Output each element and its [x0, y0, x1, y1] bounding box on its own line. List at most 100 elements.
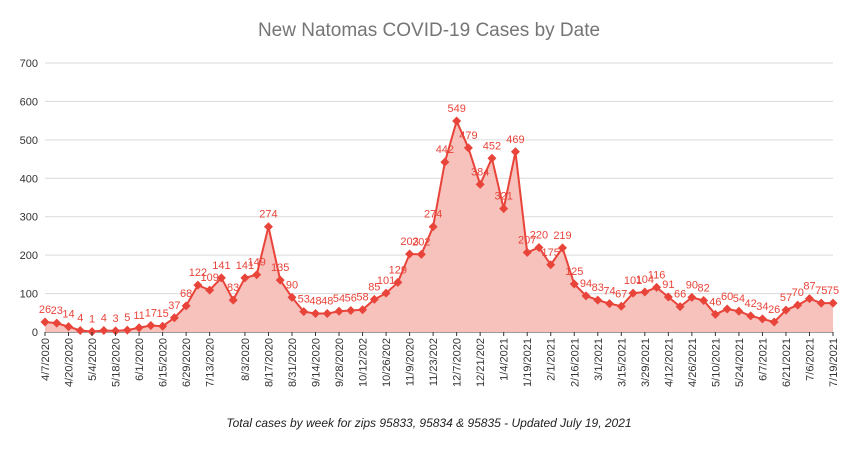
data-label: 104: [636, 274, 654, 286]
data-label: 469: [506, 134, 524, 146]
data-label: 109: [200, 272, 218, 284]
y-tick-label: 300: [20, 212, 38, 224]
data-point: [158, 321, 168, 331]
x-tick-label: 5/24/2021: [734, 338, 746, 387]
data-label: 125: [565, 266, 583, 278]
x-tick-label: 12/7/2020: [452, 338, 464, 387]
data-label: 46: [709, 296, 721, 308]
area-fill: [45, 121, 833, 332]
x-tick-label: 3/15/2021: [616, 338, 628, 387]
data-point: [781, 305, 791, 315]
data-point: [40, 317, 50, 327]
data-point: [557, 243, 567, 253]
data-label: 17: [145, 307, 157, 319]
x-tick-label: 9/14/2020: [311, 338, 323, 387]
data-point: [122, 325, 132, 335]
data-label: 141: [236, 260, 254, 272]
data-label: 85: [368, 281, 380, 293]
data-label: 11: [133, 310, 144, 322]
data-point: [146, 320, 156, 330]
data-point: [804, 294, 814, 304]
data-label: 68: [180, 288, 192, 300]
data-label: 42: [745, 298, 757, 310]
data-point: [816, 298, 826, 308]
data-label: 129: [389, 264, 407, 276]
data-point: [75, 325, 85, 335]
data-point: [416, 249, 426, 259]
data-label: 90: [286, 279, 298, 291]
data-point: [675, 302, 685, 312]
data-point: [52, 318, 62, 328]
data-point: [205, 285, 215, 295]
x-tick-label: 7/19/2021: [828, 338, 840, 387]
chart-caption: Total cases by week for zips 95833, 9583…: [226, 416, 632, 430]
data-point: [663, 292, 673, 302]
x-tick-label: 3/1/2021: [593, 338, 605, 381]
x-tick-label: 4/7/2020: [40, 338, 52, 381]
data-label: 274: [259, 209, 277, 221]
data-label: 91: [662, 279, 674, 291]
data-point: [193, 280, 203, 290]
data-label: 149: [248, 257, 266, 269]
data-point: [87, 327, 97, 337]
data-point: [452, 116, 462, 126]
data-label: 26: [768, 304, 780, 316]
data-point: [522, 247, 532, 257]
data-point: [428, 222, 438, 232]
x-tick-label: 8/3/2020: [240, 338, 252, 381]
data-label: 83: [592, 282, 604, 294]
data-label: 3: [113, 313, 119, 325]
x-tick-label: 11/9/2020: [405, 338, 417, 386]
data-label: 75: [815, 285, 827, 297]
x-tick-label: 10/26/202: [381, 338, 393, 387]
y-tick-label: 700: [20, 58, 38, 70]
data-point: [687, 292, 697, 302]
data-label: 220: [530, 229, 548, 241]
x-tick-label: 6/21/2021: [781, 338, 793, 387]
data-label: 23: [51, 305, 63, 317]
data-point: [769, 317, 779, 327]
data-label: 5: [124, 312, 130, 324]
x-tick-label: 11/23/202: [428, 338, 440, 386]
data-point: [581, 291, 591, 301]
data-label: 67: [615, 288, 627, 300]
x-tick-label: 5/4/2020: [87, 338, 99, 381]
x-tick-label: 4/26/2021: [687, 338, 699, 387]
x-tick-label: 9/28/2020: [334, 338, 346, 387]
x-tick-label: 6/1/2020: [134, 338, 146, 381]
data-label: 48: [309, 296, 321, 308]
data-label: 74: [603, 286, 615, 298]
data-point: [263, 222, 273, 232]
data-label: 452: [483, 140, 501, 152]
data-point: [593, 295, 603, 305]
data-point: [534, 242, 544, 252]
data-label: 442: [436, 144, 454, 156]
data-label: 1: [89, 314, 95, 326]
x-tick-label: 4/12/2021: [663, 338, 675, 387]
x-tick-label: 2/16/2021: [569, 338, 581, 387]
x-tick-label: 1/4/2021: [499, 338, 511, 381]
data-point: [228, 295, 238, 305]
data-label: 75: [827, 285, 839, 297]
data-point: [640, 287, 650, 297]
data-label: 54: [333, 293, 345, 305]
data-point: [393, 277, 403, 287]
y-tick-label: 500: [20, 135, 38, 147]
data-point: [369, 294, 379, 304]
data-label: 4: [101, 312, 107, 324]
data-label: 70: [792, 287, 804, 299]
data-point: [757, 314, 767, 324]
x-tick-label: 10/12/202: [358, 338, 370, 387]
data-point: [793, 300, 803, 310]
data-point: [746, 311, 756, 321]
data-point: [569, 279, 579, 289]
data-point: [216, 273, 226, 283]
data-point: [299, 307, 309, 317]
data-label: 479: [459, 130, 477, 142]
data-point: [510, 147, 520, 157]
data-label: 82: [698, 282, 710, 294]
data-point: [722, 304, 732, 314]
data-point: [605, 299, 615, 309]
data-point: [275, 275, 285, 285]
